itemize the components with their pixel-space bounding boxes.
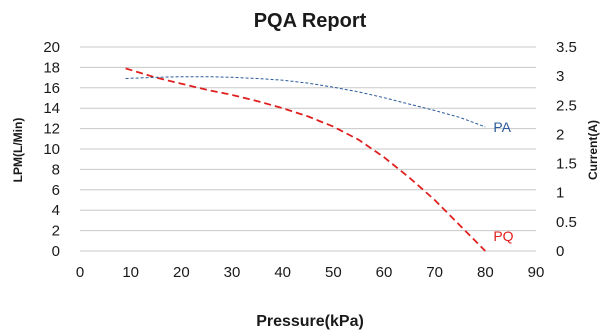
chart-title: PQA Report bbox=[254, 10, 367, 32]
y-tick-label: 16 bbox=[43, 80, 60, 97]
y-tick-label: 18 bbox=[43, 59, 60, 76]
y-axis-ticks: 0 2 4 6 8 10 12 14 16 18 20 bbox=[43, 39, 60, 260]
y2-tick-label: 0 bbox=[556, 243, 564, 260]
series-label-pq: PQ bbox=[493, 228, 513, 244]
series-line-pa bbox=[125, 76, 486, 128]
x-axis-title: Pressure(kPa) bbox=[256, 313, 364, 330]
y2-tick-label: 2.5 bbox=[556, 97, 577, 114]
series-line-pq bbox=[125, 67, 486, 252]
y2-axis-ticks: 0 0.5 1 1.5 2 2.5 3 3.5 bbox=[556, 39, 577, 260]
x-tick-label: 70 bbox=[426, 264, 443, 281]
y-tick-label: 8 bbox=[52, 161, 60, 178]
x-tick-label: 10 bbox=[122, 264, 139, 281]
y-tick-label: 4 bbox=[52, 202, 60, 219]
y2-tick-label: 1.5 bbox=[556, 156, 577, 173]
y2-tick-label: 3.5 bbox=[556, 39, 577, 56]
x-tick-label: 90 bbox=[528, 264, 545, 281]
y-tick-label: 2 bbox=[52, 223, 60, 240]
series-labels: PQ PA bbox=[493, 119, 513, 244]
y-tick-label: 12 bbox=[43, 121, 60, 138]
x-tick-label: 40 bbox=[274, 264, 291, 281]
y2-tick-label: 0.5 bbox=[556, 214, 577, 231]
y-tick-label: 10 bbox=[43, 141, 60, 158]
series-lines bbox=[125, 67, 486, 252]
y-tick-label: 0 bbox=[52, 243, 60, 260]
x-tick-label: 50 bbox=[325, 264, 342, 281]
x-tick-label: 80 bbox=[477, 264, 494, 281]
y-tick-label: 6 bbox=[52, 182, 60, 199]
x-tick-label: 60 bbox=[376, 264, 393, 281]
x-tick-label: 30 bbox=[224, 264, 241, 281]
series-label-pa: PA bbox=[493, 119, 511, 135]
x-tick-label: 20 bbox=[173, 264, 190, 281]
y2-tick-label: 1 bbox=[556, 185, 564, 202]
x-tick-label: 0 bbox=[76, 264, 84, 281]
y2-axis-title: Current(A) bbox=[586, 120, 600, 180]
y2-tick-label: 3 bbox=[556, 68, 564, 85]
y-axis-title: LPM(L/Min) bbox=[11, 118, 25, 183]
y-tick-label: 20 bbox=[43, 39, 60, 56]
gridlines bbox=[80, 46, 536, 252]
y2-tick-label: 2 bbox=[556, 126, 564, 143]
x-axis-ticks: 0 10 20 30 40 50 60 70 80 90 bbox=[76, 264, 545, 281]
y-tick-label: 14 bbox=[43, 100, 60, 117]
